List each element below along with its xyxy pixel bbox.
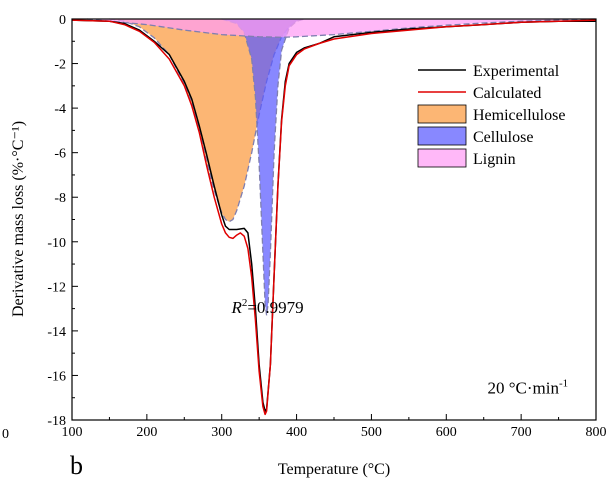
y-tick-label: -18 bbox=[47, 414, 66, 429]
cellulose-legend-swatch bbox=[417, 126, 467, 146]
r-squared-annotation: R2=0.9979 bbox=[230, 297, 303, 317]
y-tick-label: -4 bbox=[54, 102, 66, 117]
x-tick-label: 800 bbox=[586, 425, 607, 440]
y-tick-label: -16 bbox=[47, 369, 66, 384]
y-tick-label: -10 bbox=[47, 236, 66, 251]
x-tick-label: 700 bbox=[511, 425, 532, 440]
lignin-legend-swatch bbox=[417, 148, 467, 168]
x-tick-label: 200 bbox=[136, 425, 157, 440]
x-tick-label: 300 bbox=[211, 425, 232, 440]
heating-rate-annotation: 20 °C·min-1 bbox=[487, 377, 568, 397]
y-tick-label: -14 bbox=[47, 325, 66, 340]
x-tick-label: 500 bbox=[361, 425, 382, 440]
legend: Experimental Calculated Hemicellulose Cellu… bbox=[417, 63, 565, 168]
cellulose-outline bbox=[221, 18, 305, 316]
lignin-outline bbox=[86, 18, 597, 38]
y-axis-title: Derivative mass loss (%·°C⁻¹) bbox=[10, 121, 27, 317]
tick-marks: 100 200 300 400 500 600 700 800 0 -2 -4 -6 -8 -10 -12 -… bbox=[47, 13, 606, 440]
lignin-legend-label: Lignin bbox=[473, 151, 516, 168]
y-tick-label: -2 bbox=[54, 58, 66, 73]
x-axis-title: Temperature (°C) bbox=[278, 461, 390, 478]
data-lines bbox=[71, 19, 597, 416]
cellulose-area bbox=[221, 19, 305, 316]
x-tick-label: 400 bbox=[286, 425, 307, 440]
panel-label: b bbox=[70, 451, 83, 480]
hemicellulose-legend-swatch bbox=[417, 104, 467, 124]
corner-fragment: 0 bbox=[2, 427, 9, 442]
y-tick-label: -6 bbox=[54, 147, 66, 162]
calculated-line bbox=[71, 19, 597, 416]
annotations: R2=0.9979 20 °C·min-1 bbox=[230, 297, 568, 397]
y-tick-label: -12 bbox=[47, 280, 66, 295]
x-tick-label: 600 bbox=[436, 425, 457, 440]
calculated-legend-label: Calculated bbox=[473, 85, 541, 102]
hemicellulose-legend-label: Hemicellulose bbox=[473, 107, 565, 124]
y-tick-label: -8 bbox=[54, 191, 66, 206]
cellulose-legend-label: Cellulose bbox=[473, 129, 533, 146]
y-tick-label: 0 bbox=[59, 13, 66, 28]
experimental-legend-label: Experimental bbox=[473, 63, 560, 80]
x-tick-label: 100 bbox=[62, 425, 83, 440]
